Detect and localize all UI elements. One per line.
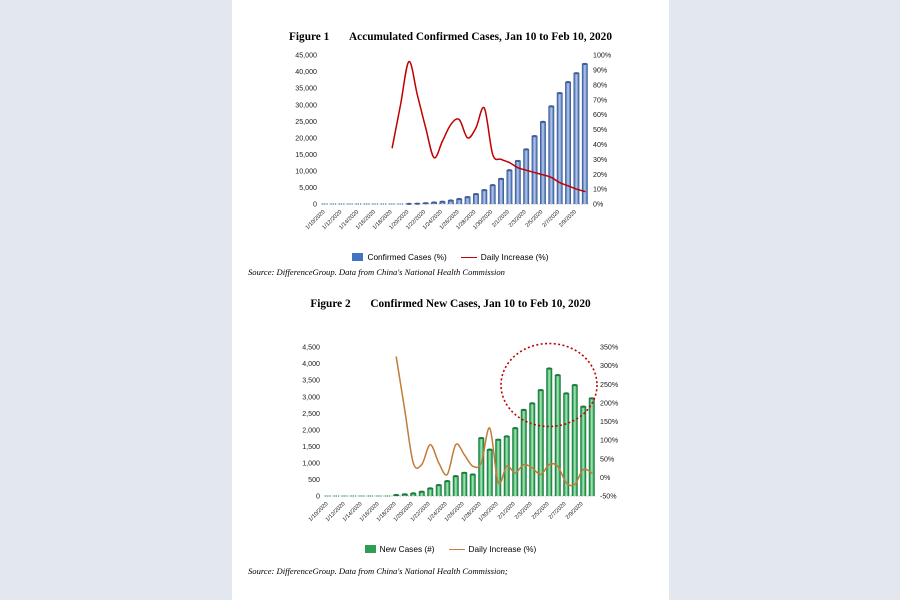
svg-text:2/9/2020: 2/9/2020 [565, 501, 585, 521]
svg-text:1,000: 1,000 [302, 460, 320, 468]
svg-text:2,000: 2,000 [302, 426, 320, 434]
svg-text:15,000: 15,000 [295, 151, 317, 159]
svg-text:200%: 200% [600, 400, 619, 408]
svg-text:150%: 150% [600, 418, 619, 426]
svg-text:30,000: 30,000 [295, 101, 317, 109]
svg-text:50%: 50% [600, 455, 615, 463]
svg-text:20,000: 20,000 [295, 134, 317, 142]
svg-text:2/5/2020: 2/5/2020 [531, 501, 551, 521]
svg-text:100%: 100% [600, 437, 619, 445]
svg-text:0%: 0% [600, 474, 611, 482]
svg-text:0: 0 [316, 493, 320, 501]
svg-text:45,000: 45,000 [295, 52, 317, 60]
svg-text:5,000: 5,000 [299, 184, 317, 192]
svg-text:2/7/2020: 2/7/2020 [548, 501, 568, 521]
svg-text:60%: 60% [593, 111, 608, 119]
svg-text:40,000: 40,000 [295, 68, 317, 76]
svg-text:70%: 70% [593, 96, 608, 104]
svg-text:2/3/2020: 2/3/2020 [514, 501, 534, 521]
svg-text:20%: 20% [593, 171, 608, 179]
svg-text:300%: 300% [600, 362, 619, 370]
svg-text:100%: 100% [593, 52, 612, 60]
svg-text:0: 0 [313, 201, 317, 209]
svg-text:40%: 40% [593, 141, 608, 149]
svg-text:10%: 10% [593, 186, 608, 194]
svg-text:3,000: 3,000 [302, 393, 320, 401]
svg-text:4,000: 4,000 [302, 360, 320, 368]
svg-text:250%: 250% [600, 381, 619, 389]
svg-text:500: 500 [308, 476, 320, 484]
svg-text:90%: 90% [593, 67, 608, 75]
svg-text:10,000: 10,000 [295, 168, 317, 176]
svg-text:3,500: 3,500 [302, 377, 320, 385]
svg-text:2/9/2020: 2/9/2020 [558, 209, 578, 229]
svg-text:25,000: 25,000 [295, 118, 317, 126]
svg-text:-50%: -50% [600, 493, 617, 501]
svg-text:30%: 30% [593, 156, 608, 164]
svg-text:2,500: 2,500 [302, 410, 320, 418]
svg-text:4,500: 4,500 [302, 344, 320, 352]
svg-text:35,000: 35,000 [295, 85, 317, 93]
svg-text:50%: 50% [593, 126, 608, 134]
svg-text:350%: 350% [600, 344, 619, 352]
svg-text:2/1/2020: 2/1/2020 [497, 501, 517, 521]
svg-text:0%: 0% [593, 201, 604, 209]
svg-text:1,500: 1,500 [302, 443, 320, 451]
svg-text:80%: 80% [593, 81, 608, 89]
